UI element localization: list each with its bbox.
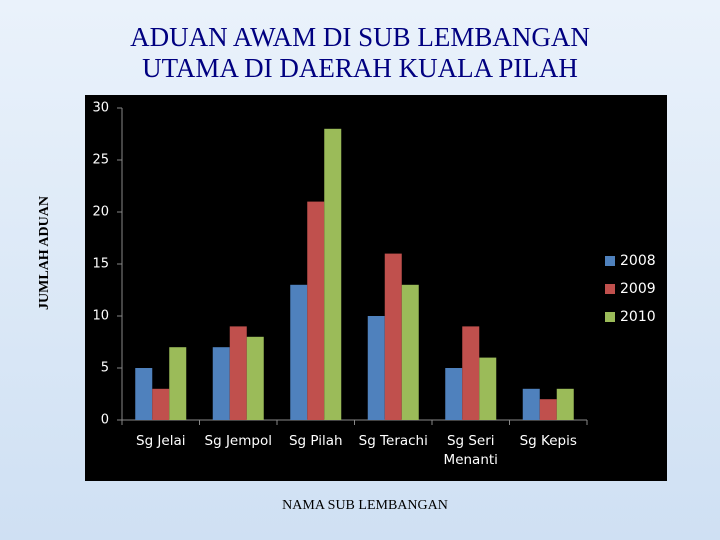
legend-label: 2009 [620, 281, 656, 297]
x-axis-title: NAMA SUB LEMBANGAN [282, 498, 448, 513]
bar [324, 128, 342, 421]
y-tick-label: 10 [92, 309, 109, 324]
bar [445, 368, 463, 420]
y-tick-label: 20 [92, 205, 109, 220]
bar [212, 347, 230, 420]
legend-label: 2008 [620, 253, 656, 269]
legend-swatch [605, 284, 615, 294]
bar [229, 326, 247, 420]
y-tick-label: 5 [101, 361, 109, 376]
bar [246, 336, 264, 420]
y-tick-label: 0 [101, 413, 109, 428]
bar [556, 388, 574, 420]
legend-label: 2010 [620, 309, 656, 325]
bar [135, 368, 153, 420]
x-tick-label: Sg Kepis [519, 433, 577, 449]
bar [479, 357, 497, 420]
bar [169, 347, 187, 420]
bar [462, 326, 480, 420]
chart-title: ADUAN AWAM DI SUB LEMBANGAN UTAMA DI DAE… [130, 22, 590, 83]
chart-area [85, 95, 667, 481]
legend-swatch [605, 256, 615, 266]
bar [384, 253, 402, 420]
bar [401, 284, 419, 420]
bar [539, 399, 557, 420]
bar [522, 388, 540, 420]
y-tick-label: 30 [92, 101, 109, 116]
x-tick-label: Sg Jempol [204, 433, 272, 449]
x-tick-label: Sg Pilah [288, 433, 343, 449]
bar [367, 316, 385, 420]
legend-swatch [605, 312, 615, 322]
y-tick-label: 25 [92, 153, 109, 168]
x-tick-label: Sg Jelai [136, 433, 186, 449]
y-axis-title: JUMLAH ADUAN [37, 196, 52, 310]
bar [290, 284, 308, 420]
bar [152, 388, 170, 420]
y-tick-label: 15 [92, 257, 109, 272]
bar [307, 201, 325, 420]
x-tick-label: Sg Terachi [358, 433, 428, 449]
x-tick-label: Sg Seri Menanti [443, 433, 498, 468]
